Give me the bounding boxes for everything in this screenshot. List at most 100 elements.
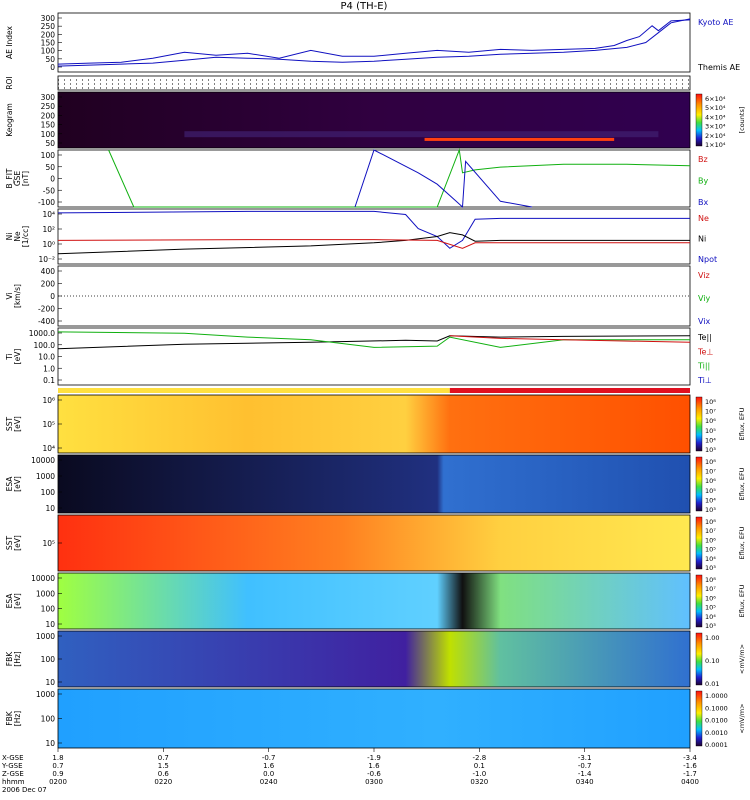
esa_elec-colorbar-tick: 10⁷ [705,585,716,593]
ae-ytick: 150 [41,39,56,48]
sst_ion-heatmap [58,395,690,453]
keogram-frame [57,91,691,149]
bfield-ytick: 0 [50,175,55,184]
ae-legend-entry: Kyoto AE [698,18,733,27]
panel-fbk_b: 1000 100 10 FBK [Hz] 1.0000 0.1000 0.0100 0.0010… [5,688,746,749]
keogram-band [184,131,659,138]
fbk_e-heatmap [58,631,690,687]
keogram-colorbar-tick: 2×10⁴ [705,132,726,140]
chart-title: P4 (TH-E) [341,1,388,12]
ae-ylabel: AE Index [5,25,14,58]
keogram-ytick: 250 [41,102,56,111]
panel-temperature: 1000.0 100.0 10.0 1.0 0.1 Ti [eV] Te|| Te⊥ Ti|| Ti… [5,327,713,386]
fbk_e-ytick: 1000 [36,632,55,641]
temperature-series-te [57,335,691,350]
x-axis-value: 0.1 [474,762,485,770]
bfield-legend-entry: Bz [698,155,708,164]
esa_elec-ytick: 10 [45,620,55,629]
keogram-ylabel: Keogram [5,103,14,137]
x-axis-value: 0.6 [158,770,170,778]
panel-bfield: 100 50 0 -50 -100 B_FIT GSE [nT] Bz By Bx [5,148,708,209]
velocity-ytick: 0 [50,292,55,301]
x-axis-value: -0.7 [578,762,592,770]
temperature-ylabel: [eV] [13,349,22,365]
esa_ion-colorbar-tick: 10³ [705,506,716,514]
x-axis-value: -1.6 [683,762,697,770]
x-axis-value: -3.1 [578,754,592,762]
sst_ion-ylabel: SST [5,417,14,432]
esa_ion-ytick: 100 [41,488,56,497]
bfield-series-bx [354,149,533,209]
fbk_b-ylabel: [Hz] [13,711,22,727]
bfield-ytick: 100 [41,151,56,160]
bfield-ytick: -100 [38,198,55,207]
x-axis-value: 1.6 [263,762,275,770]
velocity-ytick: 400 [41,267,56,276]
velocity-legend-entry: Vix [698,317,711,326]
sst_elec-colorbar-tick: 10⁶ [705,536,716,544]
x-axis-value: 0200 [49,778,67,786]
x-axis-value: -1.7 [683,770,697,778]
esa_ion-colorbar-label: Eflux, EFU [738,467,746,500]
region-bar [449,388,690,393]
ae-ytick: 300 [41,14,56,23]
esa_elec-colorbar-tick: 10³ [705,622,716,630]
fbk_b-colorbar-tick: 0.0010 [705,729,728,737]
x-axis-value: 1.5 [158,762,169,770]
x-axis-value: -0.7 [262,754,276,762]
esa_elec-ytick: 1000 [36,589,55,598]
fbk_e-ylabel: [Hz] [13,651,22,667]
fbk_e-ytick: 100 [41,655,56,664]
velocity-legend-entry: Viz [698,271,710,280]
esa_ion-frame [57,454,691,514]
x-axis-row-label: hhmm [2,778,25,786]
fbk_b-colorbar-tick: 0.1000 [705,704,728,712]
x-axis-row-label: X-GSE [2,754,24,762]
esa_ion-colorbar-tick: 10⁶ [705,477,716,485]
ae-series-kyotoae [57,19,691,65]
esa_ion-ylabel: ESA [5,476,14,492]
sst_elec-colorbar-tick: 10⁵ [705,546,716,554]
sst_ion-colorbar-tick: 10⁵ [705,427,716,435]
x-axis-value: 0.0 [263,770,274,778]
temperature-ytick: 0.1 [43,376,55,385]
x-axis-value: 0340 [576,778,594,786]
x-axis-value: 0.7 [158,754,169,762]
esa_elec-colorbar [695,574,703,628]
sst_ion-colorbar-label: Eflux, EFU [738,407,746,440]
ae-ytick: 250 [41,22,56,31]
x-axis-value: -2.8 [472,754,486,762]
keogram-colorbar-tick: 6×10⁴ [705,95,726,103]
panel-fbk_e: 1000 100 10 FBK [Hz] 1.00 0.10 0.01 <mV/m> [5,630,746,688]
density-ytick: 10⁰ [42,240,55,249]
esa_elec-frame [57,572,691,630]
fbk_b-colorbar-tick: 0.0001 [705,741,728,749]
temperature-ytick: 1.0 [43,364,55,373]
sst_ion-ytick: 10⁴ [42,444,55,453]
fbk_b-colorbar [695,690,703,747]
fbk_e-ytick: 10 [45,678,55,687]
sst_elec-colorbar [695,516,703,570]
density-frame [57,208,691,265]
fbk_e-colorbar [695,632,703,686]
x-axis-value: -3.4 [683,754,697,762]
fbk_b-ylabel: FBK [5,710,14,725]
keogram-ytick: 50 [45,139,55,148]
ae-ytick: 0 [50,63,55,72]
x-axis-value: 0.7 [52,762,63,770]
esa_elec-ylabel: ESA [5,593,14,609]
keogram-colorbar-tick: 5×10⁴ [705,104,726,112]
temperature-legend-entry: Ti⊥ [697,376,712,385]
density-ylabel: [1/cc] [21,226,30,247]
esa_ion-colorbar [695,456,703,512]
sst_ion-ytick: 10⁶ [42,396,55,405]
fbk_e-colorbar-tick: 0.10 [705,657,719,665]
fbk_e-colorbar-tick: 0.01 [705,680,719,688]
velocity-legend-entry: Viy [698,294,711,303]
